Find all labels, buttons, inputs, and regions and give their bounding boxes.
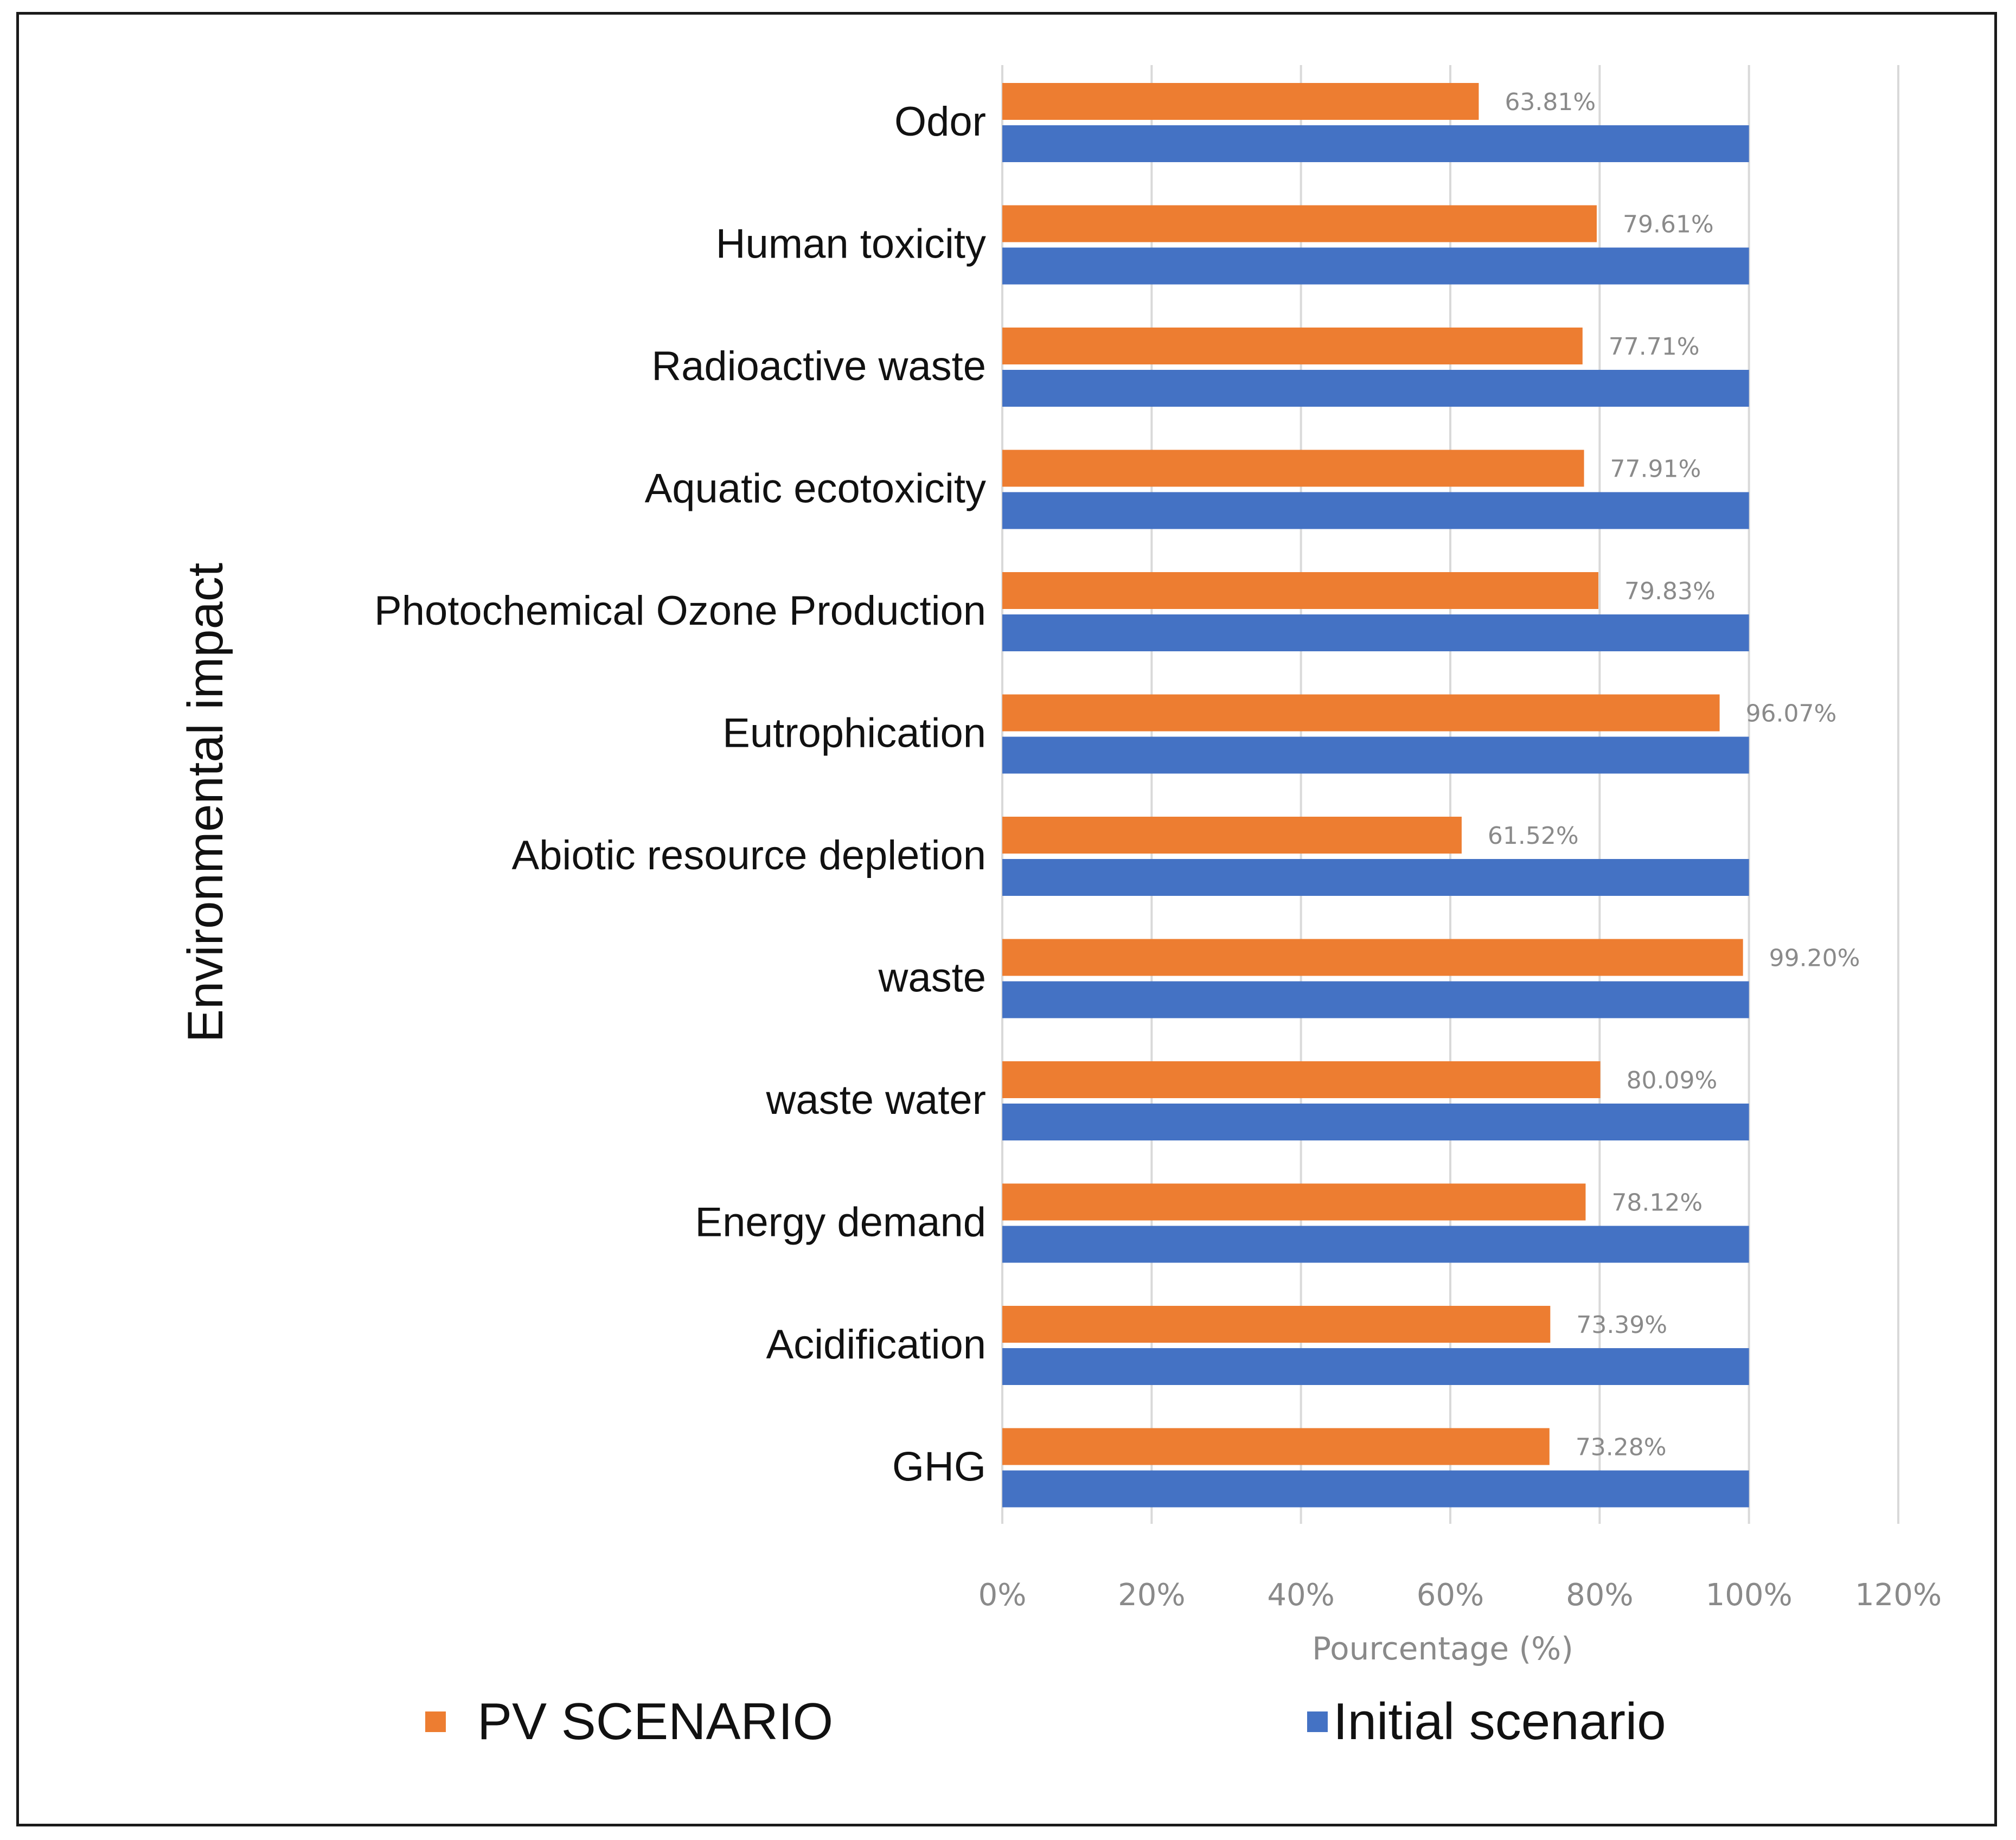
- bar-initial-scenario: [1002, 492, 1749, 529]
- data-label-pv: 80.09%: [1627, 1067, 1718, 1094]
- data-label-pv: 73.39%: [1576, 1311, 1667, 1339]
- data-label-pv: 73.28%: [1576, 1434, 1667, 1461]
- data-label-pv: 61.52%: [1488, 822, 1579, 850]
- x-tick-label: 0%: [978, 1578, 1027, 1613]
- data-label-pv: 63.81%: [1505, 88, 1596, 116]
- bar-initial-scenario: [1002, 1104, 1749, 1140]
- category-labels: Odor Human toxicity Radioactive waste Aquat…: [374, 99, 986, 1490]
- x-tick-label: 60%: [1417, 1578, 1484, 1613]
- data-label-pv: 99.20%: [1769, 945, 1860, 972]
- bar-initial-scenario: [1002, 370, 1749, 407]
- category-label: Abiotic resource depletion: [511, 832, 986, 879]
- bar-pv-scenario: [1002, 939, 1743, 976]
- category-label: Photochemical Ozone Production: [374, 588, 986, 634]
- figure-frame: [16, 12, 1997, 1826]
- bar-initial-scenario: [1002, 614, 1749, 651]
- category-label: Aquatic ecotoxicity: [645, 466, 986, 512]
- data-label-pv: 77.91%: [1610, 456, 1701, 483]
- data-label-pv: 78.12%: [1611, 1189, 1703, 1217]
- data-label-pv: 96.07%: [1746, 700, 1837, 728]
- category-label: waste: [878, 955, 986, 1001]
- bar-initial-scenario: [1002, 736, 1749, 774]
- category-label: Radioactive waste: [651, 343, 986, 389]
- gridlines: [1001, 65, 1899, 1524]
- bar-initial-scenario: [1002, 981, 1749, 1018]
- bar-pv-scenario: [1002, 1306, 1551, 1343]
- bar-pv-scenario: [1002, 1183, 1586, 1221]
- category-label: Eutrophication: [722, 710, 986, 756]
- legend-swatch: [425, 1711, 446, 1732]
- bar-pv-scenario: [1002, 817, 1462, 854]
- bar-pv-scenario: [1002, 328, 1583, 364]
- category-label: Acidification: [766, 1322, 986, 1368]
- bar-pv-scenario: [1002, 205, 1597, 242]
- data-label-pv: 77.71%: [1609, 333, 1700, 361]
- data-labels: 63.81% 79.61% 77.71% 77.91% 79.83% 96.07% 61.5…: [1488, 88, 1860, 1461]
- category-label: Energy demand: [695, 1200, 986, 1246]
- category-label: Odor: [894, 99, 986, 145]
- bar-initial-scenario: [1002, 859, 1749, 896]
- category-label: waste water: [766, 1077, 987, 1123]
- bar-pv-scenario: [1002, 1061, 1601, 1098]
- y-axis-title: Environmental impact: [178, 563, 233, 1043]
- category-label: Human toxicity: [716, 221, 986, 267]
- bars: [1002, 83, 1749, 1508]
- category-label: GHG: [892, 1444, 986, 1490]
- bar-initial-scenario: [1002, 1226, 1749, 1263]
- bar-initial-scenario: [1002, 1470, 1749, 1508]
- bar-pv-scenario: [1002, 450, 1584, 487]
- legend-label: PV SCENARIO: [477, 1692, 833, 1751]
- x-axis-title: Pourcentage (%): [1312, 1630, 1573, 1667]
- x-tick-label: 80%: [1566, 1578, 1633, 1613]
- x-tick-label: 40%: [1267, 1578, 1334, 1613]
- data-label-pv: 79.83%: [1624, 578, 1716, 605]
- bar-initial-scenario: [1002, 247, 1749, 285]
- x-tick-label: 120%: [1855, 1578, 1942, 1613]
- legend: PV SCENARIO Initial scenario: [425, 1692, 1666, 1751]
- bar-pv-scenario: [1002, 83, 1479, 120]
- bar-initial-scenario: [1002, 125, 1749, 162]
- bar-initial-scenario: [1002, 1348, 1749, 1385]
- bar-pv-scenario: [1002, 1428, 1550, 1465]
- bar-pv-scenario: [1002, 694, 1720, 732]
- bar-pv-scenario: [1002, 572, 1598, 609]
- x-tick-label: 100%: [1706, 1578, 1793, 1613]
- data-label-pv: 79.61%: [1623, 211, 1714, 239]
- legend-swatch: [1307, 1711, 1328, 1732]
- x-tick-label: 20%: [1118, 1578, 1185, 1613]
- legend-label: Initial scenario: [1333, 1692, 1666, 1751]
- x-axis-ticks: 0% 20% 40% 60% 80% 100% 120%: [978, 1578, 1942, 1613]
